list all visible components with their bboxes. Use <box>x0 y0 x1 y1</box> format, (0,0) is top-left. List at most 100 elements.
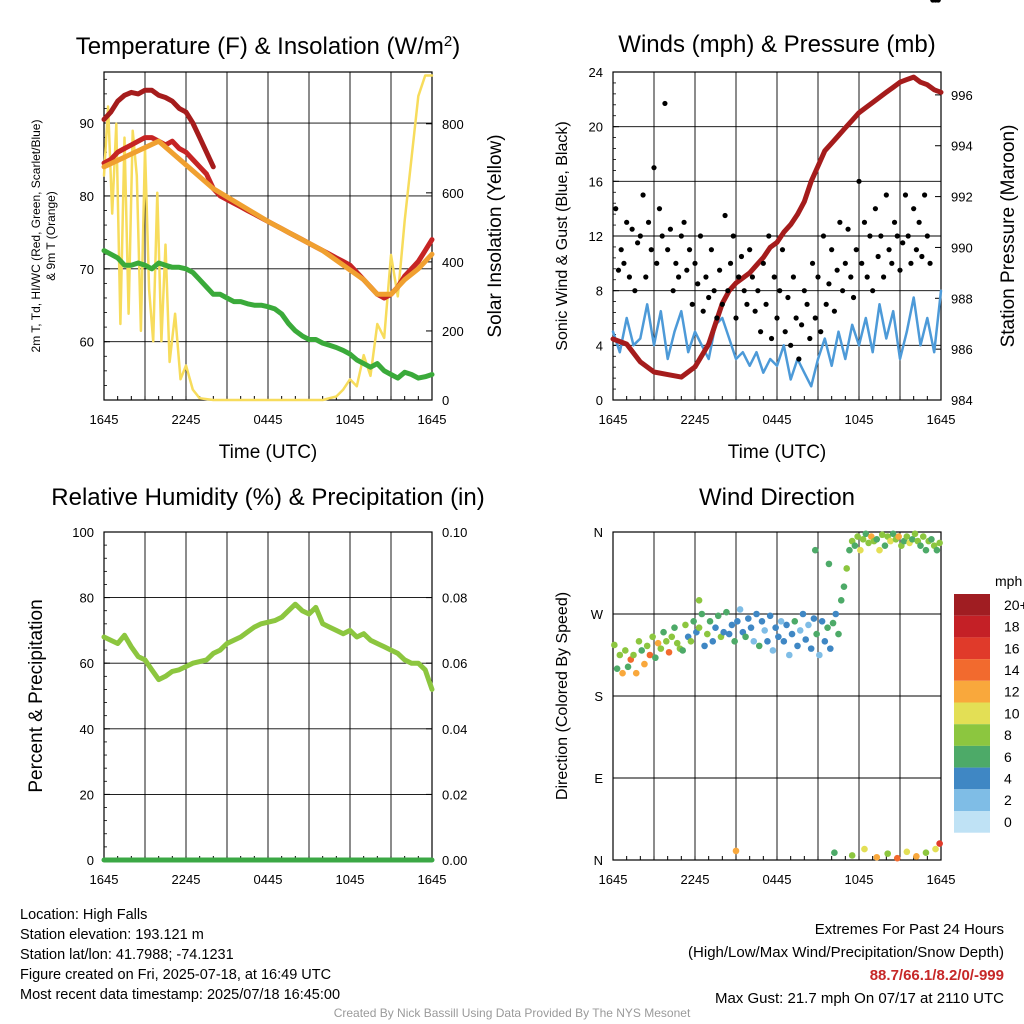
x-tick-label: 1045 <box>336 412 365 427</box>
direction-point <box>761 627 768 634</box>
direction-point <box>641 660 648 668</box>
gust-point <box>613 206 619 212</box>
legend-swatch <box>954 811 990 833</box>
y-axis-label: Percent & Precipitation <box>26 599 47 792</box>
direction-point <box>663 638 670 645</box>
direction-point <box>791 617 799 625</box>
gust-point <box>758 329 764 335</box>
direction-point <box>755 642 763 650</box>
x-tick-label: 1045 <box>336 872 365 887</box>
direction-point <box>750 638 758 645</box>
direction-point <box>649 633 656 641</box>
y-tick-label: 20 <box>589 120 603 135</box>
direction-point <box>810 615 818 622</box>
gust-point <box>867 233 873 239</box>
direction-point <box>878 531 886 539</box>
direction-point <box>913 853 920 860</box>
direction-point <box>632 669 640 677</box>
gust-point <box>922 192 928 198</box>
gust-point <box>864 274 870 280</box>
x-tick-label: 1645 <box>927 872 956 887</box>
direction-point <box>876 546 883 554</box>
gust-point <box>643 274 649 280</box>
x-tick-label: 2245 <box>681 412 710 427</box>
gust-point <box>790 274 797 280</box>
chart-title: Winds (mph) & Pressure (mb) <box>618 31 935 58</box>
gust-point <box>812 315 818 321</box>
legend-label: 16 <box>1004 640 1020 656</box>
direction-point <box>919 533 927 540</box>
direction-point <box>695 624 703 631</box>
direction-point <box>840 583 848 590</box>
x-tick-label: 1645 <box>599 412 628 427</box>
gust-point <box>738 253 745 260</box>
gust-point <box>692 260 698 266</box>
x-tick-label: 1645 <box>599 872 628 887</box>
gust-point <box>820 233 827 239</box>
y2-tick-label: 600 <box>442 186 464 201</box>
legend-label: 18 <box>1004 619 1020 635</box>
gust-point <box>684 267 690 273</box>
legend-label: 4 <box>1004 770 1012 786</box>
gust-point <box>842 260 848 266</box>
y-tick-label: S <box>594 689 603 704</box>
direction-point <box>813 630 820 638</box>
direction-point <box>843 565 850 572</box>
chart-winds: Winds (mph) & Pressure (mb) 1645 2245 0445 1… <box>554 0 1019 463</box>
y2-tick-label: 0.00 <box>442 853 467 868</box>
y-tick-label: 16 <box>589 174 603 189</box>
x-tick-label: 1645 <box>90 412 119 427</box>
gust-point <box>919 253 925 260</box>
gust-point <box>648 247 654 253</box>
y-tick-label: 70 <box>80 262 94 277</box>
gust-point <box>801 288 807 294</box>
direction-point <box>635 638 643 645</box>
gust-point <box>916 219 922 225</box>
y-tick-label: N <box>594 853 603 868</box>
gust-point <box>637 233 643 239</box>
gust-point <box>872 206 879 212</box>
gust-point <box>829 247 835 253</box>
gust-point <box>626 274 633 280</box>
direction-point <box>732 847 740 855</box>
series-line <box>101 248 435 381</box>
legend-swatch <box>954 615 990 638</box>
direction-point <box>706 617 714 625</box>
legend-swatch <box>954 680 990 703</box>
gust-point <box>831 308 838 314</box>
legend-swatch <box>954 724 990 746</box>
direction-point <box>818 617 826 625</box>
gust-point <box>897 267 903 273</box>
direction-point <box>865 539 872 547</box>
legend-swatch <box>954 745 990 768</box>
direction-point <box>873 535 881 543</box>
gust-point <box>859 260 865 266</box>
direction-point <box>835 630 842 638</box>
gust-point <box>635 240 641 246</box>
direction-point <box>775 633 782 641</box>
gust-point <box>711 288 717 294</box>
y-axis-label: Sonic Wind & Gust (Blue, Black) <box>554 121 571 350</box>
gust-point <box>640 192 646 198</box>
gust-point <box>924 233 930 239</box>
legend-swatch <box>954 594 990 616</box>
direction-point <box>786 651 793 659</box>
y-tick-label: 40 <box>80 722 94 737</box>
gust-point <box>881 274 887 280</box>
gust-point <box>927 260 933 266</box>
direction-point <box>783 621 790 629</box>
direction-point <box>799 610 807 618</box>
direction-point <box>725 630 733 638</box>
y-tick-label: 24 <box>589 65 603 80</box>
direction-point <box>909 535 916 543</box>
x-tick-label: 2245 <box>172 412 201 427</box>
y-tick-label: 60 <box>80 656 94 671</box>
extremes-subtitle: (High/Low/Max Wind/Precipitation/Snow De… <box>688 944 1004 961</box>
x-tick-label: 0445 <box>763 412 792 427</box>
gust-point <box>719 301 725 307</box>
gust-point <box>793 315 799 321</box>
direction-point <box>665 648 673 656</box>
direction-point <box>769 647 777 654</box>
y-tick-label: 80 <box>80 189 94 204</box>
x-tick-label: 0445 <box>763 872 792 887</box>
